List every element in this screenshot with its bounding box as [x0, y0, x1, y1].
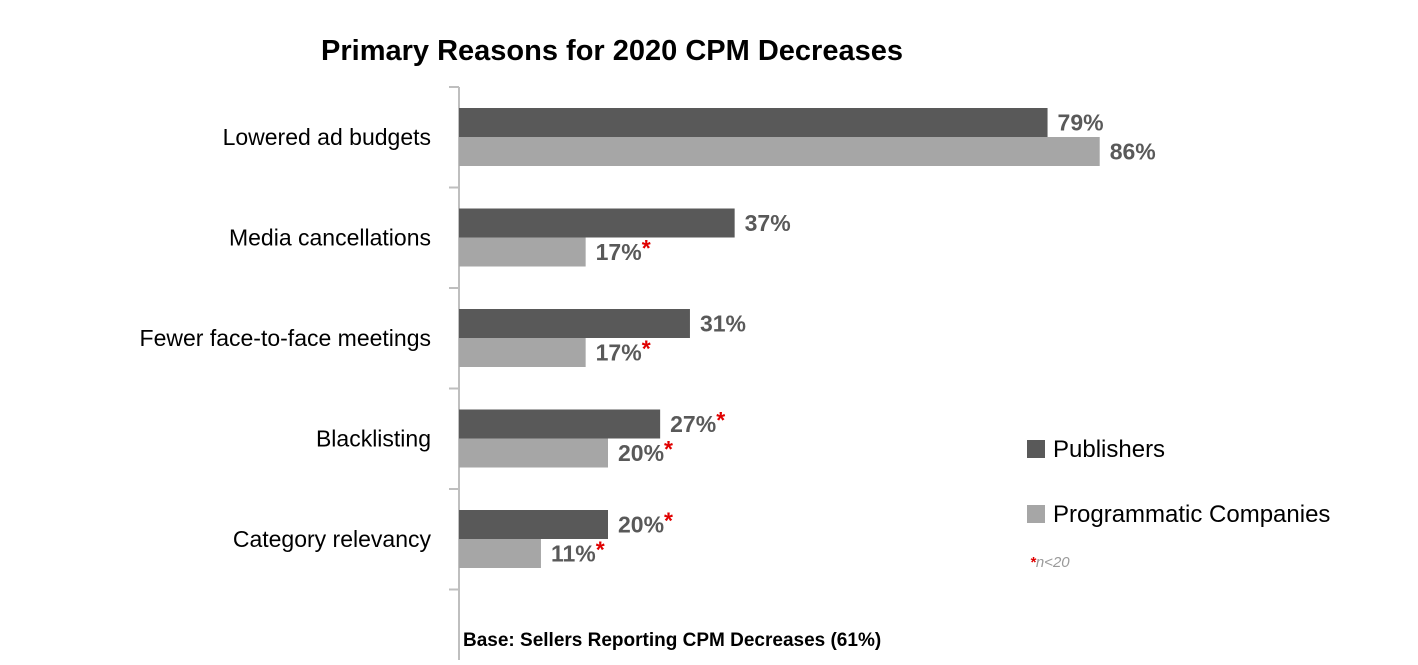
value-text: 20% [618, 512, 664, 538]
category-label-category-relevancy: Category relevancy [233, 526, 432, 552]
base-note: Base: Sellers Reporting CPM Decreases (6… [463, 630, 881, 651]
category-label-media-cancellations: Media cancellations [229, 225, 431, 251]
category-label-lowered-ad-budgets: Lowered ad budgets [223, 124, 431, 150]
value-label-programmatic-companies-blacklisting: 20%* [618, 436, 673, 466]
value-text: 11% [551, 541, 596, 567]
small-sample-marker: * [642, 336, 651, 362]
axis-ticks [449, 86, 459, 591]
value-text: 86% [1110, 139, 1156, 165]
value-label-publishers-fewer-face-to-face-meetings: 31% [700, 311, 746, 337]
bar-publishers-lowered-ad-budgets [459, 108, 1048, 137]
value-text: 17% [596, 340, 642, 366]
small-sample-marker: * [596, 537, 605, 563]
value-labels: 79%86%37%17%*31%17%*27%*20%*20%*11%* [551, 110, 1156, 567]
legend-swatch-programmatic-companies [1027, 505, 1045, 523]
value-label-publishers-lowered-ad-budgets: 79% [1058, 110, 1104, 136]
value-label-programmatic-companies-fewer-face-to-face-meetings: 17%* [596, 336, 651, 366]
bars [459, 108, 1100, 568]
value-text: 37% [745, 210, 791, 236]
bar-publishers-media-cancellations [459, 208, 735, 238]
note-text: n<20 [1036, 554, 1070, 571]
value-label-publishers-blacklisting: 27%* [670, 407, 725, 437]
small-sample-marker: * [716, 407, 725, 433]
bar-programmatic-companies-category-relevancy [459, 539, 541, 568]
legend-swatch-publishers [1027, 440, 1045, 458]
category-labels: Lowered ad budgets Media cancellations Few… [140, 124, 432, 552]
small-sample-marker: * [664, 508, 673, 534]
legend-label-publishers: Publishers [1053, 436, 1165, 463]
sample-size-note: *n<20 [1030, 554, 1070, 571]
value-label-programmatic-companies-media-cancellations: 17%* [596, 235, 651, 265]
small-sample-marker: * [642, 235, 651, 261]
bar-publishers-fewer-face-to-face-meetings [459, 309, 690, 338]
value-text: 17% [596, 239, 642, 265]
value-text: 27% [670, 411, 716, 437]
bar-publishers-blacklisting [459, 409, 661, 439]
value-label-publishers-category-relevancy: 20%* [618, 508, 673, 538]
bar-programmatic-companies-blacklisting [459, 438, 608, 468]
bar-programmatic-companies-media-cancellations [459, 237, 586, 267]
note-marker: * [1030, 554, 1037, 571]
legend: Publishers Programmatic Companies [1027, 436, 1330, 528]
category-label-blacklisting: Blacklisting [316, 426, 431, 452]
value-text: 31% [700, 311, 746, 337]
bar-programmatic-companies-lowered-ad-budgets [459, 137, 1100, 166]
value-text: 20% [618, 440, 664, 466]
category-label-fewer-face-to-face-meetings: Fewer face-to-face meetings [140, 325, 431, 351]
small-sample-marker: * [664, 436, 673, 462]
value-text: 79% [1058, 110, 1104, 136]
chart-title: Primary Reasons for 2020 CPM Decreases [321, 35, 903, 67]
legend-label-programmatic-companies: Programmatic Companies [1053, 501, 1330, 528]
value-label-publishers-media-cancellations: 37% [745, 210, 791, 236]
value-label-programmatic-companies-lowered-ad-budgets: 86% [1110, 139, 1156, 165]
bar-publishers-category-relevancy [459, 510, 608, 539]
bar-programmatic-companies-fewer-face-to-face-meetings [459, 338, 586, 367]
value-label-programmatic-companies-category-relevancy: 11%* [551, 537, 605, 567]
